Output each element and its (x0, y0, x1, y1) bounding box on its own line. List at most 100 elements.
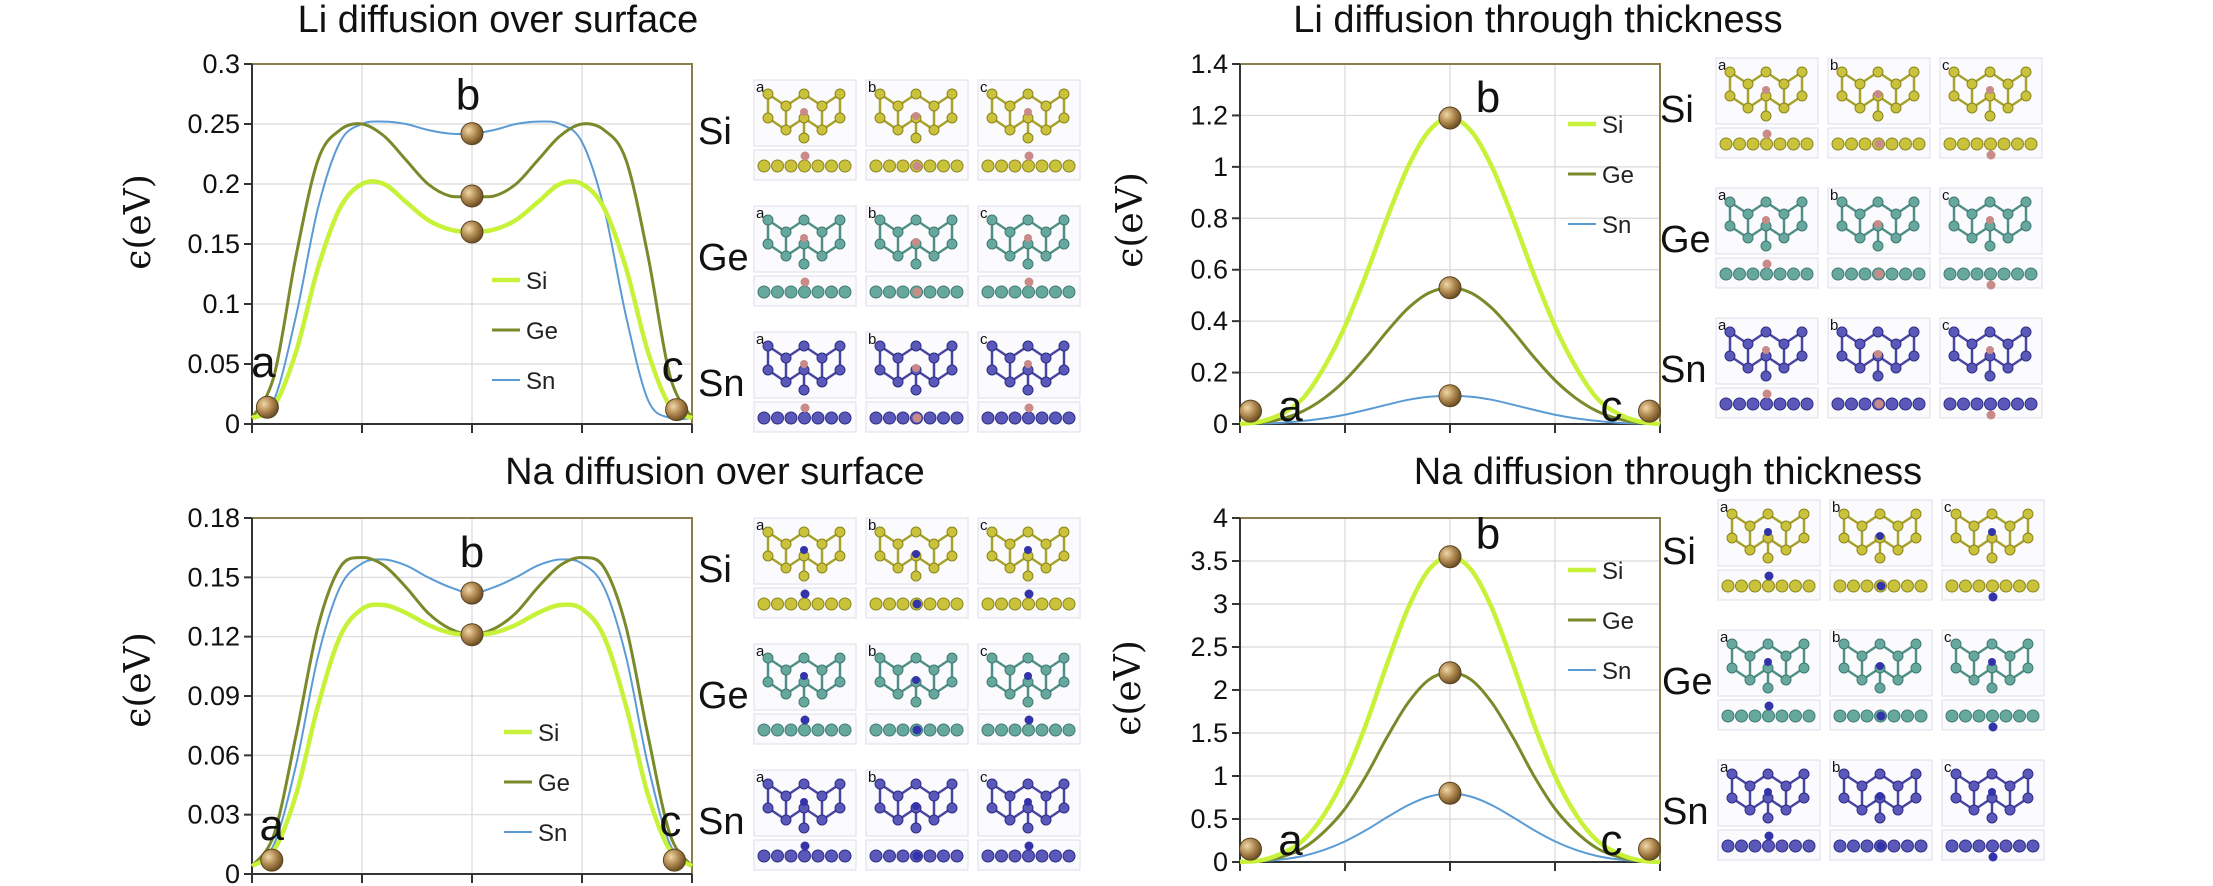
atom (1872, 66, 1884, 78)
structure-panel-ge-a: a (1717, 629, 1821, 731)
atom (1972, 709, 1986, 723)
atom (1062, 723, 1076, 737)
atom (838, 159, 852, 173)
adatom (800, 798, 808, 806)
atom (1838, 638, 1850, 650)
atom (1948, 326, 1960, 338)
atom (784, 849, 798, 863)
atom (1968, 520, 1980, 532)
atom (1885, 267, 1899, 281)
y-tick-label: 0.15 (187, 562, 240, 592)
atom (1910, 508, 1922, 520)
atom (1854, 338, 1866, 350)
atom (780, 352, 792, 364)
chart-na-thickness: Na diffusion through thickness ϵ(eV) 0 0.… (1108, 451, 2045, 877)
atom (1802, 579, 1816, 593)
atom (762, 364, 774, 376)
atom (1058, 88, 1070, 100)
structure-panel-sn-c: c (977, 331, 1081, 433)
atom (995, 411, 1008, 425)
atom (2026, 839, 2040, 853)
atom (1874, 682, 1886, 694)
atom (811, 849, 825, 863)
y-tick-label: 0.2 (202, 169, 240, 199)
atom (923, 849, 937, 863)
atom (1062, 159, 1076, 173)
atom (816, 100, 828, 112)
adatom (1874, 220, 1882, 228)
panel-letter: a (756, 205, 765, 222)
atom (762, 238, 774, 250)
adatom (912, 599, 922, 609)
atom (1004, 250, 1016, 262)
atom (1035, 597, 1049, 611)
structure-panel-si-a: a (753, 517, 857, 619)
atom (1986, 638, 1998, 650)
atom (1802, 709, 1816, 723)
atom (1049, 411, 1062, 425)
adatom (1024, 234, 1032, 242)
atom (1999, 709, 2013, 723)
atom (1912, 267, 1926, 281)
atom (1847, 579, 1860, 593)
adatom (1024, 151, 1034, 161)
atom (981, 849, 995, 863)
atom (1004, 790, 1016, 802)
atom (1778, 232, 1790, 244)
adatom (1988, 658, 1996, 666)
atom (780, 226, 792, 238)
atom (784, 597, 798, 611)
atom (1744, 520, 1756, 532)
atom (825, 723, 838, 737)
adatom (800, 715, 810, 725)
atom (946, 652, 958, 664)
atom (1058, 214, 1070, 226)
y-tick-label: 0.1 (202, 289, 240, 319)
atom (874, 340, 886, 352)
adatom (1986, 280, 1996, 290)
atom (2004, 780, 2016, 792)
atom (1950, 532, 1962, 544)
atom (1058, 550, 1070, 562)
atom (1040, 100, 1052, 112)
atom (874, 364, 886, 376)
atom (910, 384, 922, 396)
atom (2013, 579, 2026, 593)
structure-panel-si-b: b (865, 79, 969, 181)
atom (1058, 676, 1070, 688)
adatom (800, 277, 810, 287)
atom (811, 597, 825, 611)
atom (1912, 137, 1926, 151)
adatom (800, 546, 808, 554)
atom (946, 214, 958, 226)
atom (892, 664, 904, 676)
atom (1062, 597, 1076, 611)
atom (1022, 88, 1034, 100)
atom (2011, 267, 2024, 281)
atom (1748, 579, 1762, 593)
point-label-c: c (1601, 382, 1623, 431)
adatom (1024, 798, 1032, 806)
marker-point (1638, 399, 1661, 423)
atom (1908, 350, 1920, 362)
atom (1856, 780, 1868, 792)
adatom (1764, 701, 1774, 711)
atom (2026, 579, 2040, 593)
atom (1845, 137, 1858, 151)
adatom (1988, 788, 1996, 796)
atom (762, 340, 774, 352)
atom (816, 814, 828, 826)
atom (1948, 90, 1960, 102)
atom (1858, 397, 1872, 411)
atom (1762, 682, 1774, 694)
atom (811, 159, 825, 173)
atom (937, 597, 950, 611)
atom (1773, 137, 1787, 151)
atom (896, 723, 910, 737)
atom (834, 112, 846, 124)
atom (2020, 326, 2032, 338)
atom (1058, 364, 1070, 376)
atom (1948, 220, 1960, 232)
atom (928, 250, 940, 262)
atom (1004, 664, 1016, 676)
